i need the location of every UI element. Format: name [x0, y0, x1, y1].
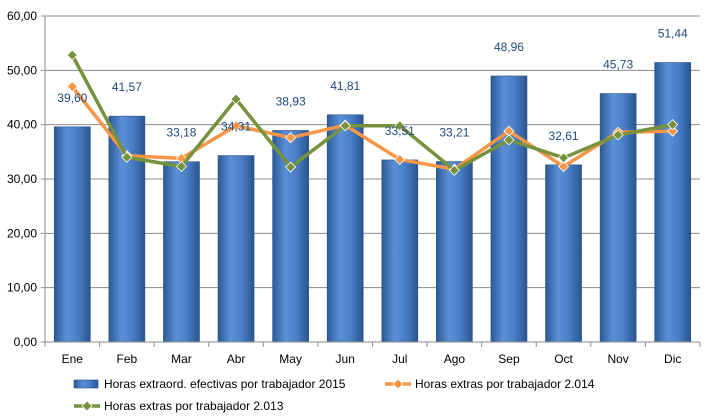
series-marker — [612, 129, 624, 141]
series-marker — [230, 93, 242, 105]
x-tick-label: Oct — [554, 352, 573, 366]
data-label: 33,18 — [166, 126, 196, 140]
gridlines — [45, 15, 700, 289]
series-marker — [285, 132, 297, 144]
y-tick-label: 30,00 — [7, 172, 37, 186]
data-label: 39,60 — [57, 91, 87, 105]
series-marker — [121, 151, 133, 163]
series-marker — [667, 125, 679, 137]
data-label: 51,44 — [658, 27, 688, 41]
y-tick-label: 50,00 — [7, 63, 37, 77]
legend-label: Horas extras por trabajador 2.013 — [104, 399, 284, 413]
series-marker — [339, 120, 351, 132]
series-marker — [557, 152, 570, 164]
y-tick-label: 60,00 — [7, 9, 37, 23]
x-tick-label: Jun — [336, 352, 355, 366]
data-label: 38,93 — [276, 94, 306, 108]
y-tick-label: 0,00 — [14, 335, 38, 349]
x-tick-label: May — [279, 352, 302, 366]
bar — [163, 161, 200, 343]
bar — [108, 115, 146, 343]
data-label: 41,81 — [330, 79, 360, 93]
series-marker — [285, 161, 297, 173]
y-tick-label: 40,00 — [7, 118, 37, 132]
bar — [490, 75, 528, 343]
legend-swatch-marker — [392, 378, 404, 390]
series-line — [70, 54, 674, 173]
legend-label: Horas extraord. efectivas por trabajador… — [104, 377, 346, 391]
bar — [53, 126, 91, 343]
x-tick-label: Nov — [607, 352, 628, 366]
x-tick-label: Feb — [117, 352, 138, 366]
series-marker — [394, 153, 406, 166]
data-label: 48,96 — [494, 40, 524, 54]
bar — [217, 155, 255, 343]
y-tick-label: 10,00 — [7, 281, 37, 295]
data-label: 34,31 — [221, 120, 251, 134]
x-tick-label: Ago — [444, 352, 466, 366]
x-tick-label: Ene — [62, 352, 84, 366]
y-tick-label: 20,00 — [7, 226, 37, 240]
bars — [53, 62, 692, 343]
series-marker — [503, 134, 515, 146]
series-marker — [230, 120, 242, 132]
bar — [436, 161, 473, 343]
y-axis: 0,00 10,00 20,00 30,00 40,00 50,00 60,00 — [7, 9, 46, 349]
series-marker — [667, 119, 679, 131]
series-marker — [175, 160, 188, 173]
legend-swatch — [73, 379, 99, 389]
legend-label: Horas extras por trabajador 2.014 — [415, 377, 595, 391]
series-marker — [448, 164, 460, 176]
bar — [326, 114, 364, 343]
series-marker — [66, 81, 78, 93]
x-tick-label: Abr — [227, 352, 246, 366]
x-tick-label: Sep — [498, 352, 520, 366]
bar — [381, 159, 419, 343]
bar — [545, 164, 582, 343]
x-tick-label: Mar — [171, 352, 192, 366]
x-axis: Ene Feb Mar Abr May Jun Jul Ago Sep Oct Nov Dic — [44, 341, 701, 366]
series-marker — [394, 120, 406, 132]
bar — [654, 62, 692, 343]
x-tick-label: Dic — [664, 352, 681, 366]
series-line — [70, 85, 673, 171]
data-label: 32,61 — [549, 129, 579, 143]
data-label: 33,51 — [385, 124, 415, 138]
data-label: 41,57 — [112, 80, 142, 94]
legend-swatch-marker — [81, 400, 93, 412]
data-label: 45,73 — [603, 58, 633, 72]
x-tick-label: Jul — [392, 352, 407, 366]
lines — [66, 49, 679, 176]
series-marker — [66, 49, 78, 61]
data-label: 33,21 — [439, 126, 469, 140]
series-marker — [557, 160, 570, 173]
data-labels: 39,60 41,57 33,18 34,31 38,93 41,81 33,51 33,21… — [57, 27, 688, 143]
legend: Horas extraord. efectivas por trabajador… — [73, 377, 595, 413]
